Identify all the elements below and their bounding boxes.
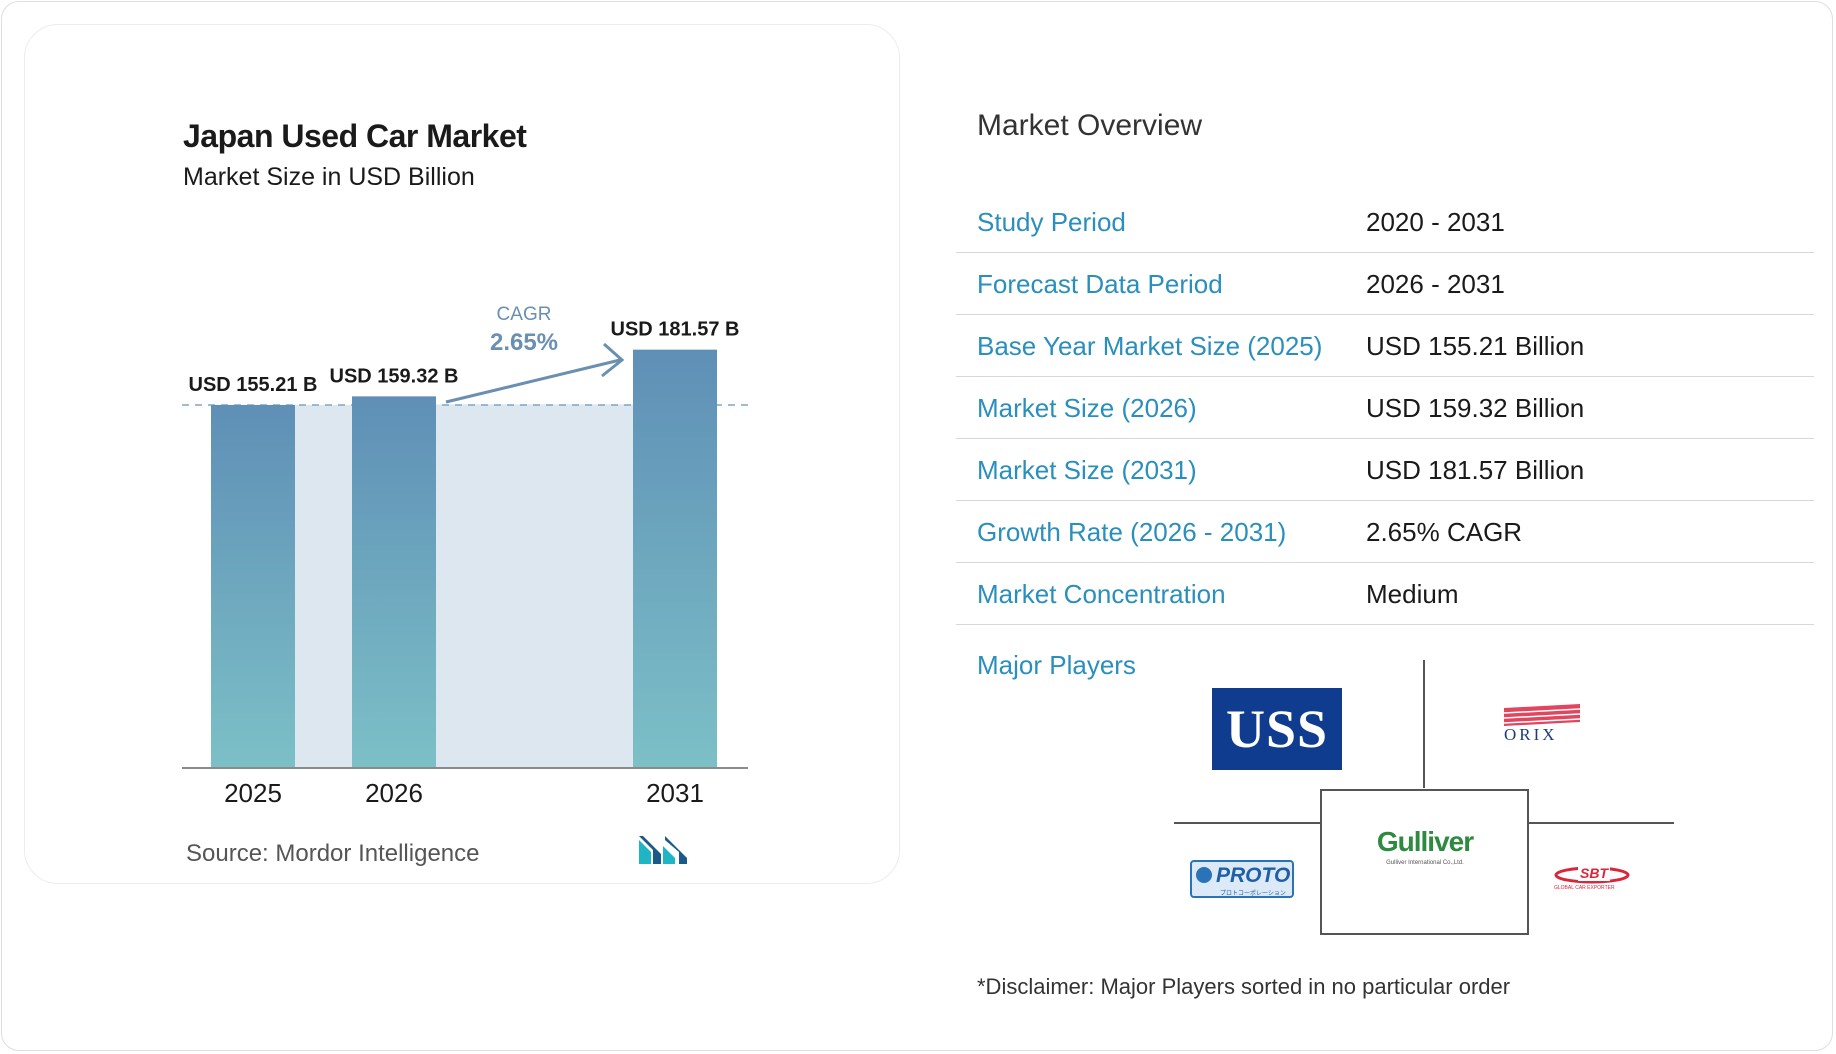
uss-logo-text: USS xyxy=(1225,699,1329,759)
orix-logo: ORIX xyxy=(1502,704,1582,744)
overview-label: Study Period xyxy=(977,207,1126,237)
overview-value: Medium xyxy=(1366,579,1459,609)
cagr-value: 2.65% xyxy=(490,329,558,356)
data-label-2026: USD 159.32 B xyxy=(330,365,459,387)
proto-logo-subtext: プロトコーポレーション xyxy=(1220,890,1286,897)
overview-row-size-2031: Market Size (2031) USD 181.57 Billion xyxy=(956,439,1814,501)
overview-label: Base Year Market Size (2025) xyxy=(977,331,1323,361)
overview-value: USD 155.21 Billion xyxy=(1366,331,1585,361)
overview-value: USD 159.32 Billion xyxy=(1366,393,1585,423)
gulliver-logo-subtext: Gulliver International Co.,Ltd. xyxy=(1386,860,1464,866)
overview-row-base-year-size: Base Year Market Size (2025) USD 155.21 … xyxy=(956,315,1814,377)
overview-title: Market Overview xyxy=(977,109,1203,142)
orix-flag-icon xyxy=(1503,704,1581,726)
overview-value: 2026 - 2031 xyxy=(1366,269,1505,299)
overview-value: 2.65% CAGR xyxy=(1366,517,1523,547)
overview-value: USD 181.57 Billion xyxy=(1366,455,1585,485)
overview-value: 2020 - 2031 xyxy=(1366,207,1505,237)
x-tick-label-2025: 2025 xyxy=(224,778,282,808)
overview-row-study-period: Study Period 2020 - 2031 xyxy=(956,191,1814,253)
bar-2025 xyxy=(211,405,295,768)
disclaimer: *Disclaimer: Major Players sorted in no … xyxy=(977,974,1511,999)
overview-row-concentration: Market Concentration Medium xyxy=(956,563,1814,625)
bar-2026 xyxy=(352,396,436,768)
cagr-arrow-head xyxy=(601,342,625,378)
uss-logo: USS xyxy=(1212,688,1342,770)
bar-chart: 2025 2026 2031 USD 155.21 B USD 159.32 B USD … xyxy=(182,304,750,808)
sbt-logo-subtext: GLOBAL CAR EXPORTER xyxy=(1554,885,1615,891)
bar-2031 xyxy=(633,349,717,768)
major-players-label: Major Players xyxy=(977,650,1136,680)
chart-source: Source: Mordor Intelligence xyxy=(186,840,480,867)
overview-row-size-2026: Market Size (2026) USD 159.32 Billion xyxy=(956,377,1814,439)
chart-title: Japan Used Car Market xyxy=(183,118,527,154)
x-tick-label-2031: 2031 xyxy=(646,778,704,808)
sbt-logo: SBT GLOBAL CAR EXPORTER xyxy=(1552,865,1632,896)
overview-row-forecast-period: Forecast Data Period 2026 - 2031 xyxy=(956,253,1814,315)
overview-label: Market Size (2026) xyxy=(977,393,1197,423)
proto-logo-text: PROTO xyxy=(1216,864,1291,887)
proto-circle-icon xyxy=(1196,867,1212,883)
overview-label: Forecast Data Period xyxy=(977,269,1223,299)
gulliver-logo: Gulliver Gulliver International Co.,Ltd. xyxy=(1352,826,1498,876)
overview-label: Market Size (2031) xyxy=(977,455,1197,485)
overview-table: Study Period 2020 - 2031 Forecast Data P… xyxy=(956,191,1814,625)
sbt-logo-text: SBT xyxy=(1578,865,1610,881)
cagr-label: CAGR xyxy=(497,304,552,325)
overview-label: Growth Rate (2026 - 2031) xyxy=(977,517,1287,547)
overview-label: Market Concentration xyxy=(977,579,1226,609)
proto-logo: PROTO プロトコーポレーション xyxy=(1190,860,1294,898)
data-label-2025: USD 155.21 B xyxy=(189,374,318,396)
band-2025-2026 xyxy=(295,405,352,768)
gulliver-logo-text: Gulliver xyxy=(1376,826,1474,857)
band-2026-2031 xyxy=(436,404,633,768)
overview-row-growth-rate: Growth Rate (2026 - 2031) 2.65% CAGR xyxy=(956,501,1814,563)
chart-subtitle: Market Size in USD Billion xyxy=(183,163,475,191)
data-label-2031: USD 181.57 B xyxy=(611,319,740,341)
mordor-logo-icon xyxy=(639,836,687,864)
x-tick-label-2026: 2026 xyxy=(365,778,423,808)
cagr-arrow-line xyxy=(445,358,621,404)
orix-logo-text: ORIX xyxy=(1504,725,1558,744)
